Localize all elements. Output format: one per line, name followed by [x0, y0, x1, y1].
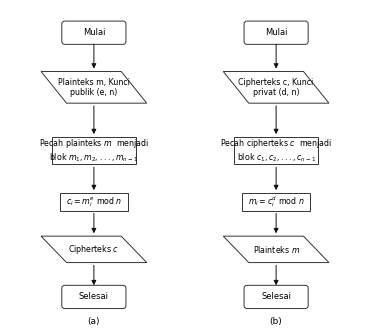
Text: Cipherteks c, Kunci
privat (d, n): Cipherteks c, Kunci privat (d, n) [239, 78, 314, 97]
FancyBboxPatch shape [244, 21, 308, 44]
Bar [52, 137, 136, 164]
Text: Selesai: Selesai [79, 292, 109, 301]
Polygon shape [223, 236, 329, 263]
Text: (a): (a) [88, 317, 100, 326]
FancyBboxPatch shape [62, 285, 126, 309]
Polygon shape [41, 236, 147, 263]
Text: $m_i = c_i^d$ mod $n$: $m_i = c_i^d$ mod $n$ [248, 194, 305, 209]
Text: Mulai: Mulai [83, 28, 105, 37]
Text: Plainteks m, Kunci
publik (e, n): Plainteks m, Kunci publik (e, n) [58, 78, 130, 97]
Text: $c_i = m_i^e$ mod $n$: $c_i = m_i^e$ mod $n$ [65, 195, 122, 209]
Text: Pecah cipherteks $c$  menjadi
blok $c_1, c_2, ..., c_{n-1}$: Pecah cipherteks $c$ menjadi blok $c_1, … [220, 137, 332, 164]
Text: Mulai: Mulai [265, 28, 287, 37]
Text: Pecah plainteks $m$  menjadi
blok $m_1, m_2, ..., m_{n-1}$: Pecah plainteks $m$ menjadi blok $m_1, m… [39, 137, 149, 164]
FancyBboxPatch shape [244, 285, 308, 309]
Text: Cipherteks $c$: Cipherteks $c$ [68, 243, 120, 256]
Text: Plainteks $m$: Plainteks $m$ [252, 244, 300, 255]
Bar [60, 193, 128, 211]
Bar [234, 137, 318, 164]
Bar [242, 193, 310, 211]
Polygon shape [223, 72, 329, 103]
Text: (b): (b) [270, 317, 282, 326]
Polygon shape [41, 72, 147, 103]
FancyBboxPatch shape [62, 21, 126, 44]
Text: Selesai: Selesai [261, 292, 291, 301]
